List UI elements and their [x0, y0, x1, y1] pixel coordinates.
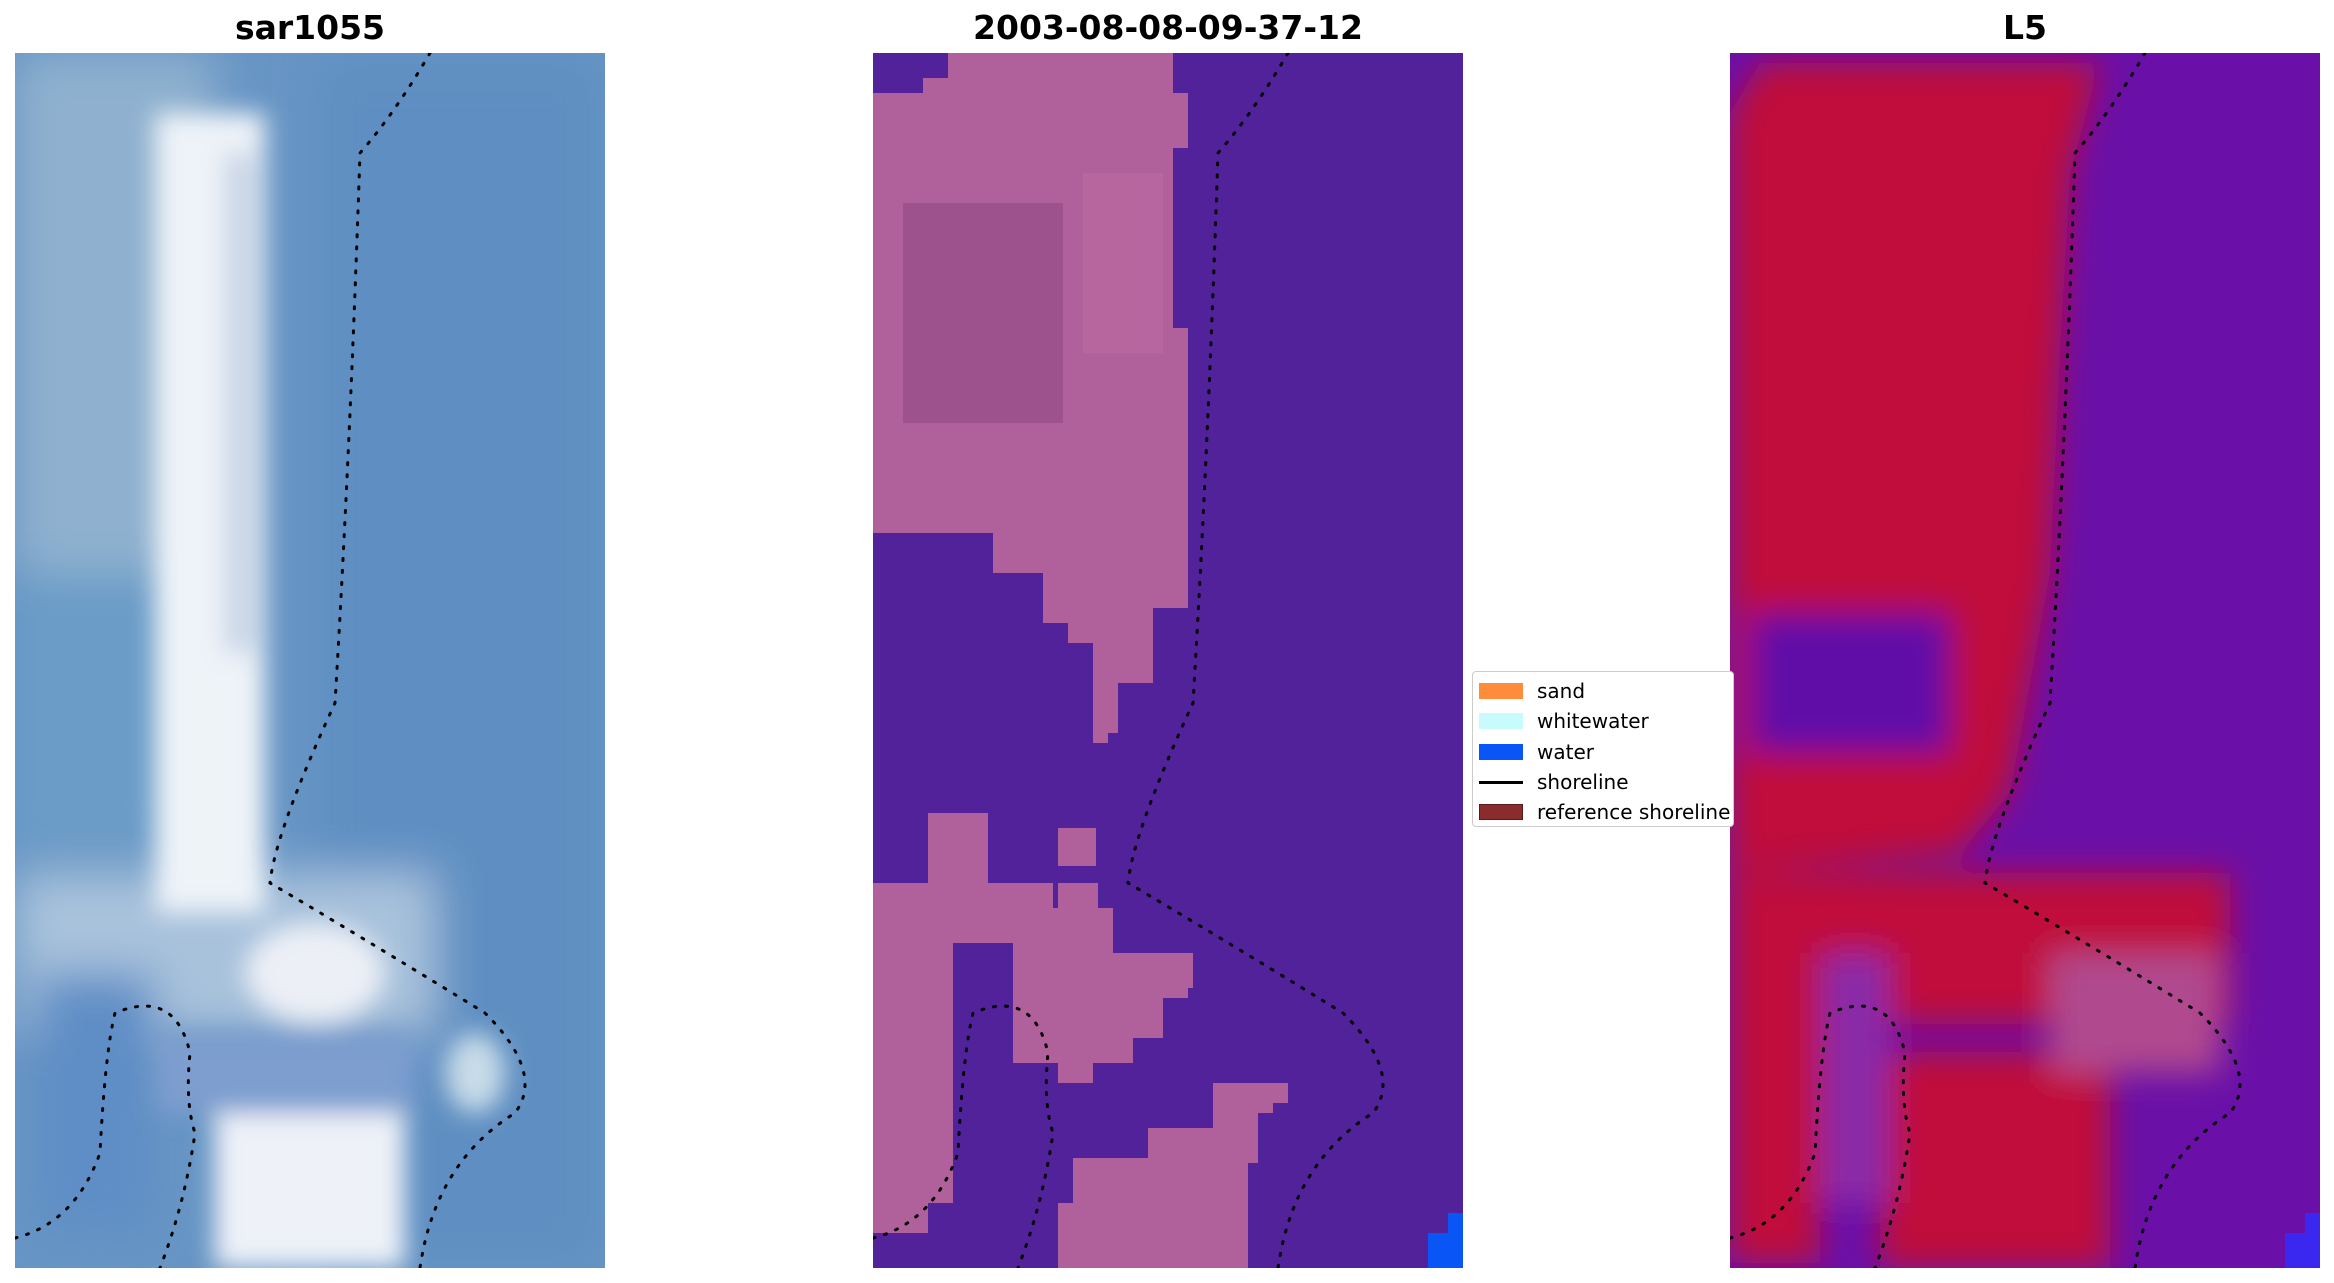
legend-label-reference-shoreline: reference shoreline — [1537, 800, 1731, 824]
legend-label-shoreline: shoreline — [1537, 770, 1629, 794]
legend-item-sand: sand — [1479, 678, 1585, 704]
legend-item-reference-shoreline: reference shoreline — [1479, 799, 1730, 825]
legend-label-sand: sand — [1537, 679, 1586, 703]
panel-title-classified: 2003-08-08-09-37-12 — [973, 8, 1363, 47]
legend-label-whitewater: whitewater — [1537, 709, 1649, 733]
legend-item-water: water — [1479, 739, 1594, 765]
rgb-image-panel — [15, 53, 605, 1268]
legend: sand whitewater water shoreline referenc… — [1472, 671, 1734, 827]
panel-title-index: L5 — [2003, 8, 2047, 47]
reference-shoreline-swatch — [1479, 804, 1523, 820]
whitewater-swatch — [1479, 713, 1523, 729]
legend-item-whitewater: whitewater — [1479, 708, 1649, 734]
index-image-panel — [1730, 53, 2320, 1268]
classified-image-panel — [873, 53, 1463, 1268]
sand-swatch — [1479, 683, 1523, 699]
legend-label-water: water — [1537, 740, 1594, 764]
panel-title-rgb: sar1055 — [234, 8, 386, 47]
shoreline-line-swatch — [1479, 780, 1523, 784]
legend-item-shoreline: shoreline — [1479, 769, 1629, 795]
water-swatch — [1479, 744, 1523, 760]
